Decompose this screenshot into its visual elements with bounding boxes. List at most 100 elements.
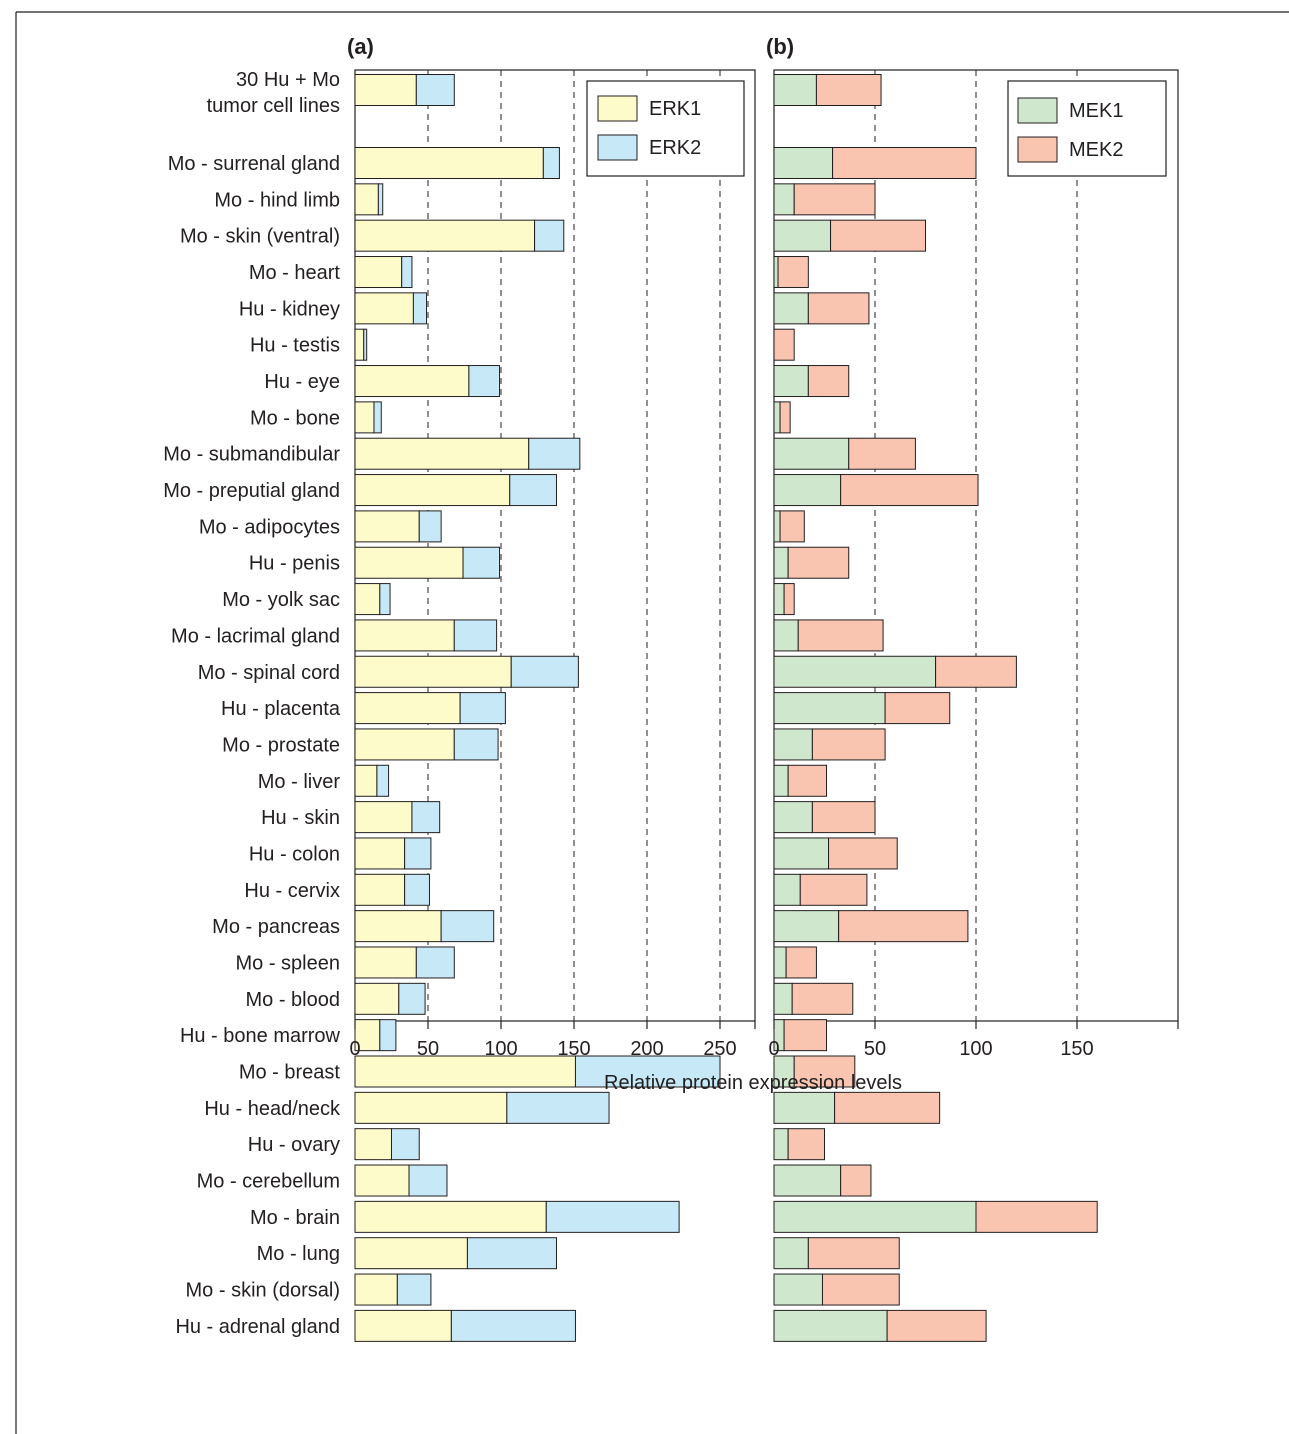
legend-swatch-erk2 (597, 134, 638, 161)
bar-erk1-mo-prostate (354, 728, 455, 761)
bar-mek1-hu-skin (773, 801, 813, 834)
category-labels: 30 Hu + Mo tumor cell lines Mo - surrenal … (163, 69, 341, 1338)
bar-erk1-mo-heart (354, 256, 403, 289)
bar-mek2-mo-lacrimal-gland (797, 619, 884, 652)
bar-erk2-mo-surrenal-gland (542, 147, 560, 179)
category-label-mo-blood: Mo - blood (246, 989, 341, 1011)
bar-erk2-hu-placenta (459, 692, 506, 725)
tick-label-b-0: 0 (768, 1038, 779, 1060)
bar-mek1-mo-blood (773, 982, 793, 1015)
bar-mek1-hu-penis (773, 546, 789, 579)
bar-mek2-mo-blood (791, 982, 854, 1015)
legend-label-mek2: MEK2 (1069, 139, 1123, 161)
bar-mek2-mo-brain (975, 1200, 1098, 1233)
category-label-mo-prostate: Mo - prostate (222, 734, 340, 756)
bar-erk1-mo-yolk-sac (354, 583, 381, 616)
bar-erk2-hu-skin (411, 801, 441, 834)
bar-mek2-mo-preputial-gland (840, 474, 979, 507)
bar-erk2-mo-lung (466, 1237, 557, 1270)
bar-erk1-hu-placenta (354, 692, 461, 725)
bar-erk1-mo-skin-ventral (354, 219, 536, 252)
bar-erk1-30-hu-mo-tumor-cell-lines (354, 74, 417, 106)
bar-mek2-mo-yolk-sac (783, 583, 795, 616)
bar-mek1-hu-colon (773, 837, 830, 870)
category-label-mo-pancreas: Mo - pancreas (212, 916, 340, 938)
bar-mek1-hu-cervix (773, 873, 801, 906)
bar-mek1-mo-skin-dorsal (773, 1273, 823, 1306)
bar-erk2-mo-pancreas (440, 910, 495, 943)
panel-a-legend: ERK1 ERK2 (586, 80, 745, 177)
bar-mek1-mo-cerebellum (773, 1164, 842, 1197)
bar-erk1-mo-spleen (354, 946, 417, 979)
tick-label-a-50: 50 (417, 1038, 439, 1060)
bar-mek2-hu-ovary (787, 1128, 826, 1161)
bar-mek2-mo-submandibular (848, 437, 916, 470)
tick-label-b-100: 100 (959, 1038, 992, 1060)
bar-mek1-mo-submandibular (773, 437, 850, 470)
bar-erk2-hu-adrenal-gland (450, 1309, 576, 1342)
category-label-tumor-cell-lines-line2: tumor cell lines (207, 95, 340, 117)
bar-mek2-hu-eye (807, 365, 850, 398)
bar-erk2-mo-yolk-sac (379, 583, 391, 616)
bar-erk2-mo-brain (545, 1200, 680, 1233)
bar-mek2-mo-cerebellum (840, 1164, 872, 1197)
panel-b-bars (773, 74, 1098, 1342)
bar-mek2-mo-surrenal-gland (832, 147, 977, 179)
category-label-mo-breast: Mo - breast (239, 1062, 341, 1084)
bar-erk1-mo-bone (354, 401, 375, 434)
bar-erk2-mo-skin-ventral (534, 219, 565, 252)
bar-erk2-mo-lacrimal-gland (453, 619, 498, 652)
bar-mek2-hu-kidney (807, 292, 870, 325)
bar-erk2-mo-breast (574, 1055, 721, 1088)
bar-erk1-mo-liver (354, 764, 378, 797)
bar-erk1-mo-blood (354, 982, 400, 1015)
category-label-mo-skin-dorsal: Mo - skin (dorsal) (186, 1280, 340, 1302)
category-label-tumor-cell-lines-line1: 30 Hu + Mo (236, 69, 340, 91)
tick-label-a-0: 0 (349, 1038, 360, 1060)
panel-a-bars (354, 74, 721, 1342)
bar-erk2-mo-blood (398, 982, 426, 1015)
legend-swatch-erk1 (597, 95, 638, 122)
panel-b-legend: MEK1 MEK2 (1007, 80, 1167, 177)
tick-label-a-150: 150 (557, 1038, 590, 1060)
bar-mek2-mo-pancreas (838, 910, 969, 943)
category-label-mo-skin-ventral: Mo - skin (ventral) (180, 226, 340, 248)
bar-erk2-mo-hind-limb (377, 183, 384, 216)
legend-swatch-mek1 (1017, 97, 1058, 124)
tick-label-b-150: 150 (1060, 1038, 1093, 1060)
bar-mek2-mo-bone (779, 401, 791, 434)
bar-erk2-mo-cerebellum (408, 1164, 448, 1197)
category-label-hu-cervix: Hu - cervix (244, 880, 340, 902)
bar-erk2-hu-penis (462, 546, 501, 579)
bar-mek1-mo-lung (773, 1237, 809, 1270)
bar-erk1-hu-kidney (354, 292, 414, 325)
bar-erk1-mo-spinal-cord (354, 655, 512, 688)
legend-label-erk2: ERK2 (649, 137, 701, 159)
tick-label-a-200: 200 (630, 1038, 663, 1060)
bar-erk2-hu-ovary (391, 1128, 420, 1161)
bar-mek2-hu-skin (811, 801, 876, 834)
bar-mek2-mo-spinal-cord (935, 655, 1017, 688)
bar-mek1-hu-ovary (773, 1128, 789, 1161)
bar-erk2-mo-bone (373, 401, 382, 434)
bar-erk2-mo-heart (401, 256, 413, 289)
bar-mek1-mo-skin-ventral (773, 219, 832, 252)
bar-erk2-hu-testis (363, 328, 368, 361)
bar-erk2-hu-kidney (412, 292, 428, 325)
bar-erk1-mo-lacrimal-gland (354, 619, 455, 652)
category-label-hu-kidney: Hu - kidney (239, 298, 340, 320)
bar-erk2-mo-adipocytes (418, 510, 442, 543)
bar-erk1-hu-eye (354, 365, 470, 398)
bar-mek2-hu-bone-marrow (783, 1019, 828, 1052)
panel-a-grid (427, 70, 721, 1021)
bar-mek1-mo-prostate (773, 728, 813, 761)
category-label-hu-colon: Hu - colon (249, 843, 340, 865)
bar-mek2-hu-placenta (884, 692, 951, 725)
bar-erk2-30-hu-mo-tumor-cell-lines (415, 74, 455, 106)
legend-swatch-mek2 (1017, 136, 1058, 163)
bar-mek1-mo-adipocytes (773, 510, 781, 543)
bar-erk1-hu-penis (354, 546, 464, 579)
category-label-mo-heart: Mo - heart (249, 262, 341, 284)
bar-erk2-hu-cervix (404, 873, 430, 906)
